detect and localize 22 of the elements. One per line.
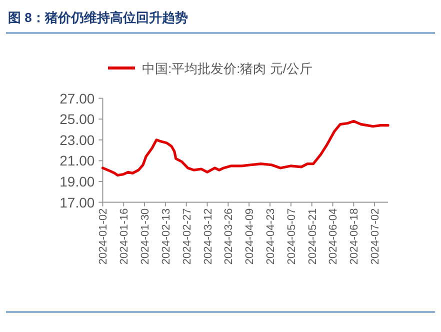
x-tick-label: 2024-06-18 bbox=[348, 208, 361, 265]
chart-title: 图 8：猪价仍维持高位回升趋势 bbox=[8, 10, 188, 25]
x-tick-label: 2024-05-07 bbox=[286, 208, 298, 265]
y-tick-label: 23.00 bbox=[60, 132, 95, 148]
x-tick-label: 2024-02-13 bbox=[160, 208, 172, 265]
x-tick-label: 2024-04-23 bbox=[264, 208, 277, 265]
y-tick-label: 19.00 bbox=[60, 174, 95, 190]
y-tick-label: 25.00 bbox=[60, 111, 95, 128]
y-tick-label: 21.00 bbox=[60, 152, 95, 169]
x-tick-label: 2024-03-26 bbox=[223, 208, 236, 265]
x-tick-label: 2024-02-27 bbox=[181, 208, 194, 265]
x-tick-label: 2024-01-30 bbox=[140, 208, 152, 265]
x-tick-label: 2024-07-02 bbox=[370, 208, 382, 265]
x-tick-label: 2024-04-09 bbox=[244, 208, 256, 265]
y-tick-label: 17.00 bbox=[60, 194, 95, 210]
y-tick-label: 27.00 bbox=[60, 90, 95, 106]
legend-label: 中国:平均批发价:猪肉 元/公斤 bbox=[142, 61, 312, 76]
x-tick-label: 2024-01-02 bbox=[98, 208, 110, 265]
x-tick-label: 2024-01-16 bbox=[118, 208, 131, 265]
x-tick-label: 2024-05-21 bbox=[306, 208, 319, 265]
x-tick-label: 2024-03-12 bbox=[202, 208, 214, 265]
x-tick-label: 2024-06-04 bbox=[328, 208, 340, 265]
